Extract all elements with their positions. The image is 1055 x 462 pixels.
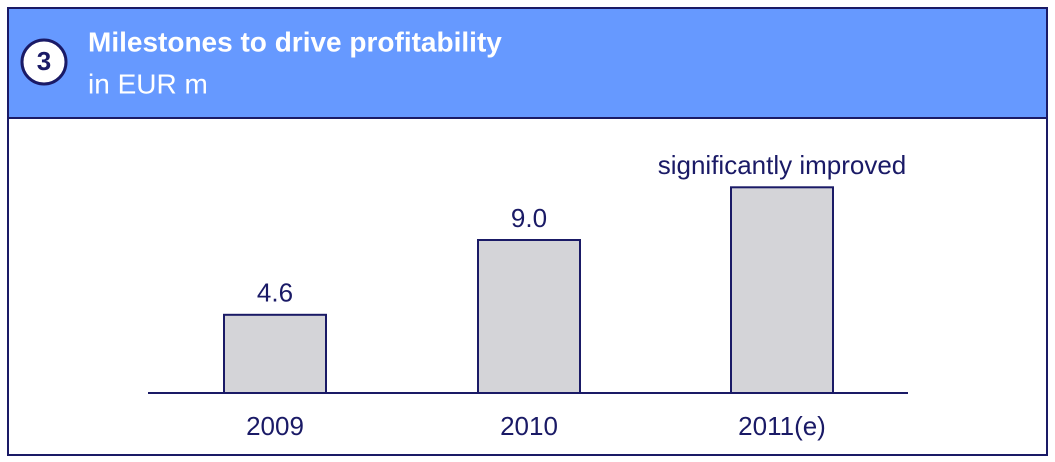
badge (20, 38, 68, 86)
bar (477, 239, 581, 394)
x-tick-label: 2009 (246, 411, 304, 441)
x-tick-label: 2010 (500, 411, 558, 441)
bar (730, 186, 834, 394)
chart-title: Milestones to drive profitability (88, 26, 502, 57)
header (9, 9, 1046, 118)
value-label: 4.6 (257, 278, 293, 308)
bar (223, 313, 327, 394)
value-label: significantly improved (658, 150, 907, 180)
chart-subtitle: in EUR m (88, 68, 208, 99)
value-label: 9.0 (511, 203, 547, 233)
badge-number: 3 (37, 46, 51, 76)
x-tick-label: 2011(e) (738, 411, 826, 441)
